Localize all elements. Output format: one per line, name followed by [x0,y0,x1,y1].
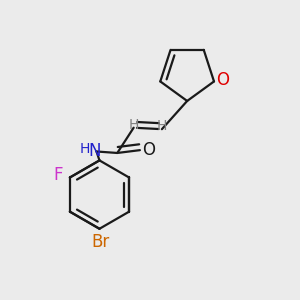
Text: N: N [89,142,101,160]
Text: H: H [128,118,139,132]
Text: O: O [216,71,229,89]
Text: H: H [80,142,90,156]
Text: O: O [142,141,155,159]
Text: Br: Br [91,233,109,251]
Text: F: F [53,166,63,184]
Text: H: H [156,119,167,133]
